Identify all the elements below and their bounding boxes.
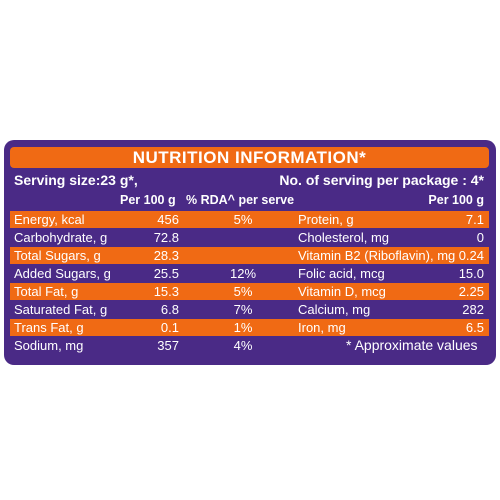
col-header-rda: % RDA^ per serve [186,193,295,207]
nutrient-name-right: Vitamin D, mcg [298,284,386,299]
nutrition-title: NUTRITION INFORMATION* [10,147,489,168]
nutrient-rda [228,247,258,264]
servings-per-package: No. of serving per package : 4* [279,172,484,188]
nutrient-name: Carbohydrate, g [14,230,108,245]
nutrient-name-right: Calcium, mg [298,302,371,317]
approximate-values-note: * Approximate values [346,337,478,353]
nutrient-value: 357 [157,338,179,353]
nutrient-value: 25.5 [153,266,179,281]
nutrient-name: Total Sugars, g [14,248,101,263]
nutrient-rda: 4% [233,338,253,353]
nutrient-value-right: 2.25 [458,284,484,299]
nutrient-row: Trans Fat, g 0.1 1% Iron, mg 6.5 [10,319,489,336]
nutrient-name-right: Cholesterol, mg [298,230,390,245]
nutrient-rda: 1% [233,320,253,335]
nutrient-rda: 5% [233,284,253,299]
nutrient-value-right: 282 [462,302,484,317]
nutrient-name-right: Iron, mg [298,320,346,335]
serving-size: Serving size:23 g*, [14,172,138,188]
nutrient-value-right: 0.24 [458,248,484,263]
nutrient-row: Carbohydrate, g 72.8 Cholesterol, mg 0 [10,229,489,246]
col-header-per100-right: Per 100 g [428,193,484,207]
nutrient-name-right: Protein, g [298,212,354,227]
nutrient-name: Trans Fat, g [14,320,84,335]
nutrient-name-right: Folic acid, mcg [298,266,385,281]
nutrient-value-right: 0 [476,230,484,245]
nutrient-value-right: 15.0 [458,266,484,281]
nutrient-row: Total Sugars, g 28.3 Vitamin B2 (Ribofla… [10,247,489,264]
nutrient-row: Total Fat, g 15.3 5% Vitamin D, mcg 2.25 [10,283,489,300]
nutrient-name: Sodium, mg [14,338,84,353]
nutrient-value: 456 [157,212,179,227]
nutrient-name: Energy, kcal [14,212,85,227]
nutrient-value: 72.8 [153,230,179,245]
nutrient-value-right: 7.1 [465,212,484,227]
nutrient-value-right: 6.5 [465,320,484,335]
nutrient-value: 6.8 [160,302,179,317]
nutrient-row: Energy, kcal 456 5% Protein, g 7.1 [10,211,489,228]
nutrient-rda: 5% [233,212,253,227]
nutrient-name: Total Fat, g [14,284,79,299]
nutrient-value: 15.3 [153,284,179,299]
nutrient-row: Added Sugars, g 25.5 12% Folic acid, mcg… [10,265,489,282]
col-header-per100-left: Per 100 g [120,193,176,207]
nutrient-name: Saturated Fat, g [14,302,108,317]
nutrient-name: Added Sugars, g [14,266,111,281]
nutrient-rda: 7% [233,302,253,317]
nutrient-name-right: Vitamin B2 (Riboflavin), mg [298,248,456,263]
nutrient-rda [228,229,258,246]
nutrient-row: Sodium, mg 357 4% * Approximate values [10,337,489,354]
nutrient-value: 0.1 [160,320,179,335]
nutrient-rda: 12% [229,266,257,281]
nutrient-row: Saturated Fat, g 6.8 7% Calcium, mg 282 [10,301,489,318]
nutrient-value: 28.3 [153,248,179,263]
